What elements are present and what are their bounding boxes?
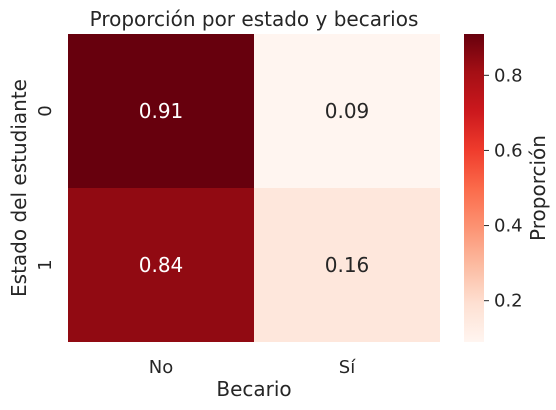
colorbar-tick-label: 0.2	[494, 291, 523, 312]
cell-value-label: 0.09	[325, 99, 370, 123]
cell-value-label: 0.84	[139, 253, 184, 277]
colorbar-label: Proporción	[526, 135, 550, 241]
colorbar-tick-label: 0.8	[494, 65, 523, 86]
colorbar-ticks: 0.2 0.4 0.6 0.8	[484, 65, 523, 312]
y-axis-ticks: 01	[35, 105, 56, 270]
y-tick-label: 1	[35, 259, 56, 270]
x-tick-label: No	[149, 357, 173, 378]
x-axis-label: Becario	[216, 377, 291, 401]
chart-title: Proporción por estado y becarios	[90, 7, 419, 31]
heatmap-cell	[68, 34, 254, 188]
cell-value-label: 0.91	[139, 99, 184, 123]
cell-value-label: 0.16	[325, 253, 370, 277]
x-axis-ticks: No Sí	[149, 357, 356, 378]
heatmap-cell	[254, 188, 440, 342]
y-tick-label: 0	[35, 105, 56, 116]
heatmap-cell	[254, 34, 440, 188]
colorbar-tick-label: 0.6	[494, 140, 523, 161]
colorbar-tick-label: 0.4	[494, 216, 523, 237]
y-axis-label: Estado del estudiante	[7, 79, 31, 297]
colorbar	[464, 34, 484, 342]
x-tick-label: Sí	[339, 357, 356, 378]
heatmap-cells: 0.91 0.09 0.84 0.16	[68, 34, 440, 342]
heatmap-cell	[68, 188, 254, 342]
